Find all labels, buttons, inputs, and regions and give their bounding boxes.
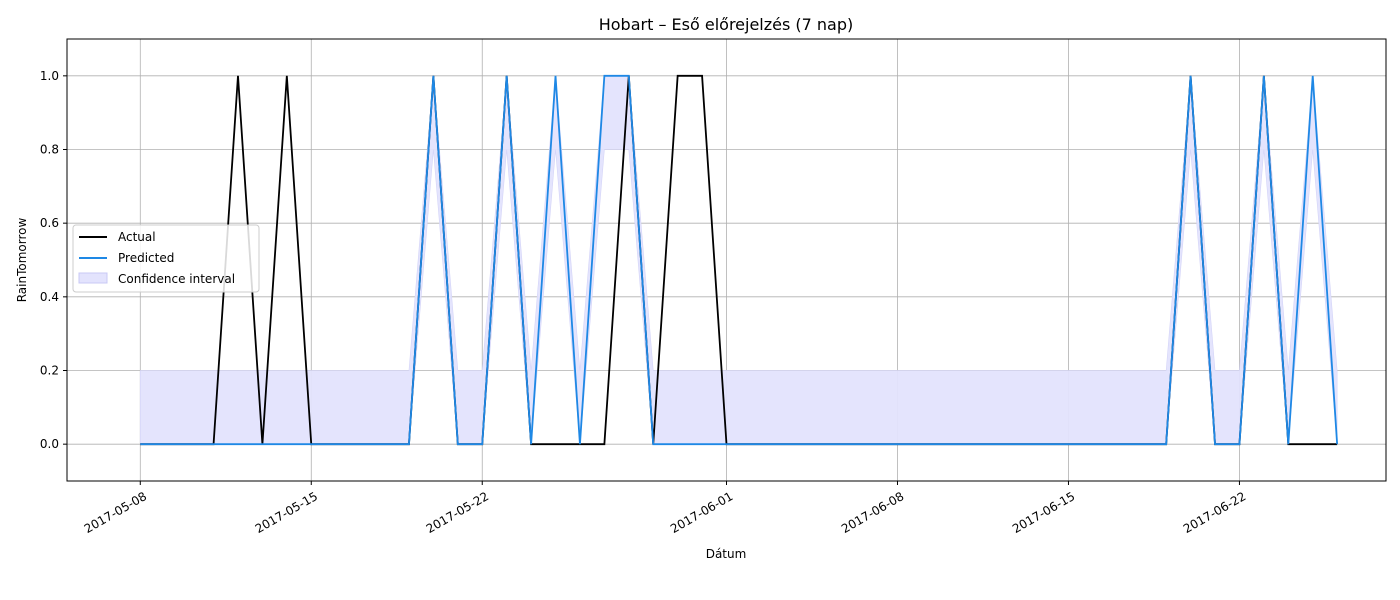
confidence-interval-band: [139, 75, 1338, 445]
legend-ci-swatch: [78, 272, 108, 284]
y-tick-label-1: 0.2: [40, 364, 59, 378]
y-axis-label: RainTomorrow: [15, 218, 29, 303]
x-tick-label-3: 2017-06-01: [668, 489, 735, 536]
legend-actual-label: Actual: [118, 230, 156, 244]
x-axis-label: Dátum: [706, 547, 747, 561]
x-tick-label-2: 2017-05-22: [424, 489, 491, 536]
legend: Actual Predicted Confidence interval: [72, 224, 260, 293]
x-tick-label-0: 2017-05-08: [82, 489, 149, 536]
legend-box: [72, 224, 260, 293]
y-tick-label-2: 0.4: [40, 290, 59, 304]
y-tick-label-4: 0.8: [40, 143, 59, 157]
y-tick-label-3: 0.6: [40, 216, 59, 230]
y-tick-label-5: 1.0: [40, 69, 59, 83]
x-tick-label-1: 2017-05-15: [253, 489, 320, 536]
y-tick-label-0: 0.0: [40, 437, 59, 451]
y-axis-ticks: 0.0 0.2 0.4 0.6 0.8 1.0: [40, 69, 67, 451]
x-tick-label-5: 2017-06-15: [1010, 489, 1077, 536]
series-lines: [140, 74, 1339, 446]
x-axis-ticks: 2017-05-08 2017-05-15 2017-05-22 2017-06-01…: [82, 481, 1248, 536]
x-tick-label-6: 2017-06-22: [1181, 489, 1248, 536]
chart-title: Hobart – Eső előrejelzés (7 nap): [599, 15, 854, 34]
legend-ci-label: Confidence interval: [118, 272, 235, 286]
legend-predicted-label: Predicted: [118, 251, 174, 265]
series-line-predicted: [140, 74, 1339, 446]
confidence-interval-area: [139, 75, 1338, 445]
x-tick-label-4: 2017-06-08: [839, 489, 906, 536]
